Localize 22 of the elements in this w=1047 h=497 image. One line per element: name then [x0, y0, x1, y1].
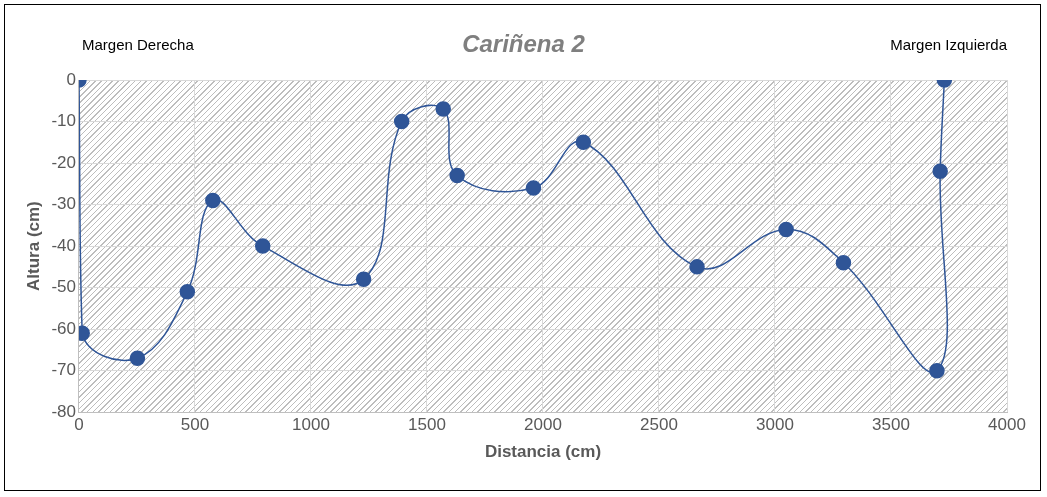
x-tick-label: 2500 — [640, 415, 678, 435]
x-axis-title: Distancia (cm) — [484, 442, 602, 462]
y-tick-label: -10 — [51, 111, 76, 131]
x-tick-label: 4000 — [988, 415, 1026, 435]
x-tick-label: 2000 — [524, 415, 562, 435]
y-tick-label: -60 — [51, 318, 76, 338]
chart-title: Cariñena 2 — [462, 30, 585, 57]
x-tick-label: 1000 — [292, 415, 330, 435]
y-tick-label: -80 — [51, 401, 76, 421]
y-tick-label: -30 — [51, 194, 76, 214]
x-tick-label: 3000 — [756, 415, 794, 435]
y-tick-label: 0 — [66, 69, 76, 89]
y-tick-label: -70 — [51, 360, 76, 380]
y-tick-label: -20 — [51, 152, 76, 172]
y-tick-label: -50 — [51, 277, 76, 297]
y-tick-label: -40 — [51, 235, 76, 255]
x-tick-label: 500 — [180, 415, 210, 435]
x-tick-label: 3500 — [872, 415, 910, 435]
y-axis-title: Altura (cm) — [23, 201, 43, 291]
text: Margen Derecha — [82, 36, 194, 53]
x-tick-label: 1500 — [408, 415, 446, 435]
text: Margen Izquierda — [890, 36, 1007, 53]
